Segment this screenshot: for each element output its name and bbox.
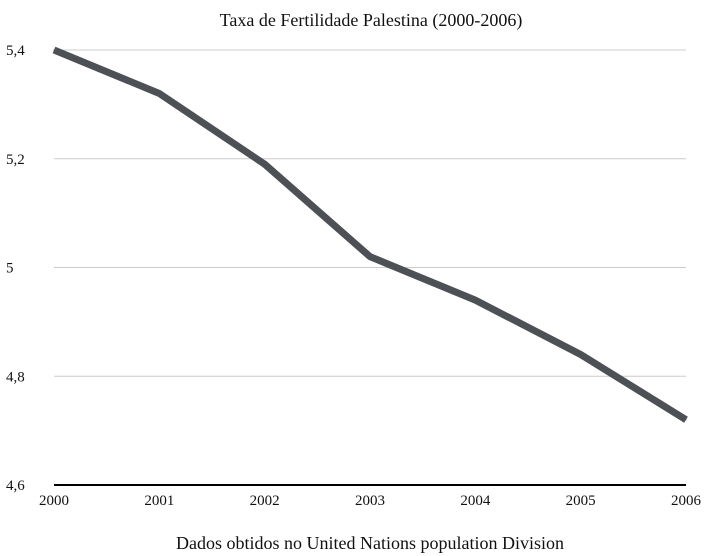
x-tick-label: 2002 [250,493,280,509]
data-point [474,299,476,301]
gridlines [54,49,686,377]
y-tick-label: 4,8 [6,369,25,385]
x-tick-label: 2004 [460,493,491,509]
data-point [685,419,687,421]
data-point [580,354,582,355]
x-tick-label: 2005 [566,493,596,509]
y-axis-ticks: 5,4 5,2 5 4,8 4,6 [6,43,25,494]
x-axis-label: Dados obtidos no United Nations populati… [176,533,564,553]
data-point [158,93,160,94]
data-point [53,49,55,51]
x-tick-label: 2001 [144,493,174,509]
x-tick-label: 2000 [39,493,69,509]
data-point [264,163,266,165]
y-tick-label: 4,6 [6,478,25,494]
x-tick-label: 2003 [355,493,385,509]
y-tick-label: 5 [6,261,14,277]
data-point [369,256,371,258]
chart-title: Taxa de Fertilidade Palestina (2000-2006… [220,10,523,31]
x-axis-ticks: 2000 2001 2002 2003 2004 2005 2006 [39,493,702,509]
y-tick-label: 5,4 [6,43,25,59]
x-tick-label: 2006 [671,493,702,509]
y-tick-label: 5,2 [6,152,25,168]
series-line-path [52,46,688,423]
series-line [52,46,688,423]
